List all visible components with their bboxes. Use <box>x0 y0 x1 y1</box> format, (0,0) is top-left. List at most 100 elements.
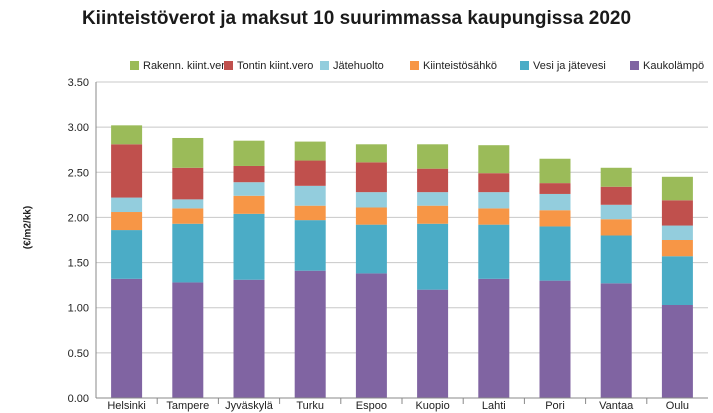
bar-segment-3-4 <box>355 192 387 208</box>
bar-segment-3-3 <box>294 185 326 206</box>
bar-segment-5-8 <box>600 167 632 187</box>
bar-segment-2-3 <box>294 205 326 221</box>
x-tick-label: Vantaa <box>599 400 634 412</box>
legend-label: Tontin kiint.vero <box>237 60 314 72</box>
bar-segment-0-1 <box>172 282 204 398</box>
legend-swatch <box>320 61 329 70</box>
legend-label: Kaukolämpö <box>643 60 705 72</box>
bar-segment-3-0 <box>111 197 143 213</box>
x-tick-label: Kuopio <box>415 400 449 412</box>
x-tick-label: Helsinki <box>107 400 146 412</box>
y-tick-label: 0.00 <box>68 393 89 405</box>
y-tick-label: 0.50 <box>68 348 89 360</box>
bar-segment-3-1 <box>172 199 204 209</box>
bar-segment-1-6 <box>478 224 510 279</box>
y-tick-label: 3.00 <box>68 122 89 134</box>
bar-segment-2-4 <box>355 207 387 225</box>
bar-segment-2-1 <box>172 208 204 224</box>
x-tick-label: Jyväskylä <box>225 400 274 412</box>
legend-item-1: Vesi ja jätevesi <box>520 60 606 72</box>
bar-segment-4-8 <box>600 186 632 205</box>
bar-segment-5-4 <box>355 144 387 163</box>
bar-segment-4-0 <box>111 144 143 198</box>
bar-segment-2-8 <box>600 219 632 236</box>
bar-segment-2-6 <box>478 208 510 225</box>
x-tick-label: Tampere <box>166 400 209 412</box>
y-tick-label: 2.50 <box>68 167 89 179</box>
legend-label: Jätehuolto <box>333 60 384 72</box>
bar-segment-1-1 <box>172 223 204 283</box>
x-tick-label: Oulu <box>666 400 689 412</box>
bar-segment-4-4 <box>355 162 387 193</box>
bar-segment-4-2 <box>233 165 265 183</box>
y-tick-label: 1.00 <box>68 303 89 315</box>
bar-segment-1-8 <box>600 235 632 284</box>
bar-segment-4-5 <box>417 168 449 193</box>
x-tick-label: Pori <box>545 400 565 412</box>
bar-segment-0-7 <box>539 280 571 398</box>
bar-segment-1-4 <box>355 224 387 274</box>
legend-label: Vesi ja jätevesi <box>533 60 606 72</box>
x-tick-label: Turku <box>296 400 324 412</box>
legend-item-5: Rakenn. kiint.vero <box>130 60 231 72</box>
y-tick-label: 3.50 <box>68 77 89 89</box>
y-tick-label: 2.00 <box>68 212 89 224</box>
bar-segment-0-5 <box>417 289 449 398</box>
bar-segment-5-9 <box>661 176 693 201</box>
bar-segment-4-7 <box>539 183 571 194</box>
bar-segment-4-1 <box>172 167 204 200</box>
bar-segment-4-6 <box>478 173 510 193</box>
bar-segment-3-6 <box>478 192 510 209</box>
bar-segment-5-0 <box>111 125 143 145</box>
bar-segment-0-6 <box>478 278 510 398</box>
bar-segment-3-5 <box>417 192 449 206</box>
legend-swatch <box>520 61 529 70</box>
bar-segment-1-7 <box>539 226 571 281</box>
bar-segment-4-3 <box>294 160 326 186</box>
legend-item-4: Tontin kiint.vero <box>224 60 313 72</box>
bar-segment-3-7 <box>539 193 571 211</box>
x-tick-label: Espoo <box>356 400 387 412</box>
bar-segment-3-8 <box>600 204 632 220</box>
bar-segment-5-3 <box>294 141 326 161</box>
bar-segment-1-0 <box>111 230 143 279</box>
legend-label: Kiinteistösähkö <box>423 60 497 72</box>
legend-swatch <box>410 61 419 70</box>
bar-segment-5-7 <box>539 158 571 184</box>
bar-segment-1-2 <box>233 213 265 280</box>
bar-segment-0-0 <box>111 278 143 398</box>
bar-segment-2-0 <box>111 212 143 231</box>
legend-item-3: Jätehuolto <box>320 60 384 72</box>
bar-segment-0-4 <box>355 273 387 398</box>
bar-segment-1-5 <box>417 223 449 290</box>
bar-segment-0-2 <box>233 279 265 398</box>
bar-segment-1-3 <box>294 220 326 271</box>
x-tick-label: Lahti <box>482 400 506 412</box>
bar-segment-5-6 <box>478 145 510 174</box>
bar-segment-2-5 <box>417 205 449 224</box>
bar-segment-5-2 <box>233 140 265 166</box>
chart-title: Kiinteistöverot ja maksut 10 suurimmassa… <box>81 8 632 29</box>
legend-item-2: Kiinteistösähkö <box>410 60 497 72</box>
legend-swatch <box>630 61 639 70</box>
bar-segment-3-2 <box>233 182 265 196</box>
bar-segment-2-7 <box>539 210 571 227</box>
legend-item-0: Kaukolämpö <box>630 60 704 72</box>
bar-segment-0-8 <box>600 283 632 398</box>
bar-segment-0-3 <box>294 270 326 398</box>
bar-segment-3-9 <box>661 225 693 240</box>
bar-segment-0-9 <box>661 305 693 398</box>
legend-label: Rakenn. kiint.vero <box>143 60 232 72</box>
legend-swatch <box>224 61 233 70</box>
chart-legend: Rakenn. kiint.vero Tontin kiint.vero Jäteh… <box>130 60 710 76</box>
bar-segment-1-9 <box>661 256 693 306</box>
bar-segment-2-9 <box>661 240 693 257</box>
legend-swatch <box>130 61 139 70</box>
bar-segment-5-1 <box>172 137 204 168</box>
y-tick-label: 1.50 <box>68 258 89 270</box>
bar-segment-4-9 <box>661 200 693 226</box>
bar-segment-5-5 <box>417 144 449 169</box>
bar-segment-2-2 <box>233 195 265 214</box>
